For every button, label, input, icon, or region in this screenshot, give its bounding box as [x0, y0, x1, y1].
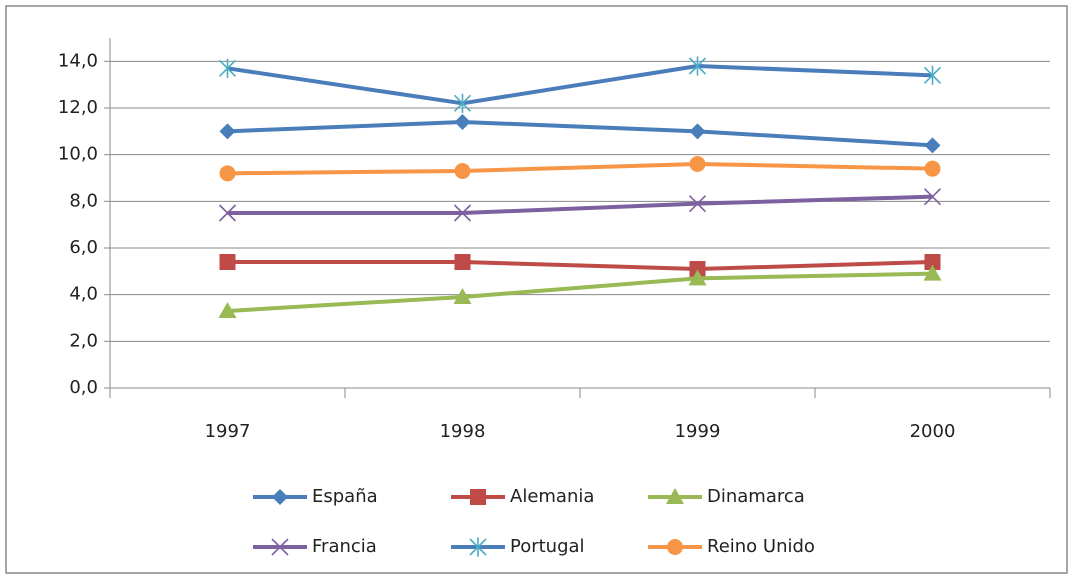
data-point-stroke — [688, 195, 707, 213]
x-tick-label: 1999 — [675, 421, 721, 442]
series-line — [227, 271, 933, 313]
data-point — [454, 163, 471, 179]
legend-label: Alemania — [510, 486, 594, 507]
legend-label: Francia — [312, 536, 377, 557]
legend-marker — [271, 538, 289, 556]
y-tick-label: 14,0 — [58, 50, 98, 71]
series-line — [227, 120, 933, 148]
legend-label: Dinamarca — [707, 486, 805, 507]
data-point — [924, 254, 941, 270]
series-line — [227, 194, 933, 215]
data-point-stroke — [923, 188, 942, 206]
data-point — [453, 93, 472, 113]
legend-label: España — [312, 486, 378, 507]
data-point — [454, 254, 471, 270]
data-point — [219, 254, 236, 270]
data-point-stroke — [218, 204, 237, 222]
legend-marker — [469, 537, 487, 557]
series-line — [227, 64, 933, 106]
x-tick-label: 1998 — [440, 421, 486, 442]
y-tick-label: 8,0 — [69, 190, 98, 211]
data-point — [689, 123, 706, 140]
data-point — [453, 288, 472, 304]
series-line — [227, 260, 933, 271]
data-point — [689, 261, 706, 277]
data-point — [923, 65, 942, 85]
data-point — [219, 165, 236, 182]
y-tick-label: 10,0 — [58, 144, 98, 165]
y-tick-label: 0,0 — [69, 377, 98, 398]
legend-marker — [666, 488, 684, 504]
data-point — [218, 58, 237, 78]
x-tick-label: 1997 — [205, 421, 251, 442]
legend-marker — [470, 489, 486, 505]
data-point — [924, 137, 941, 154]
legend-label: Reino Unido — [707, 536, 815, 557]
data-point-stroke — [453, 204, 472, 222]
legend-marker — [272, 489, 288, 505]
data-point — [688, 56, 707, 76]
legend-marker — [667, 539, 683, 555]
legend-label: Portugal — [510, 536, 585, 557]
y-tick-label: 4,0 — [69, 284, 98, 305]
data-point — [923, 264, 942, 281]
data-point — [218, 204, 237, 222]
data-point — [924, 160, 941, 177]
data-point — [453, 204, 472, 222]
data-point — [454, 114, 471, 130]
x-tick-label: 2000 — [910, 421, 956, 442]
y-tick-label: 6,0 — [69, 237, 98, 258]
y-tick-label: 2,0 — [69, 330, 98, 351]
data-point — [689, 156, 706, 172]
y-tick-label: 12,0 — [58, 97, 98, 118]
data-point — [688, 195, 707, 213]
series-line — [227, 162, 933, 176]
data-point — [923, 188, 942, 206]
data-point — [218, 302, 237, 318]
data-point — [219, 123, 236, 140]
data-point — [688, 269, 707, 286]
legend-marker-stroke — [271, 538, 289, 556]
